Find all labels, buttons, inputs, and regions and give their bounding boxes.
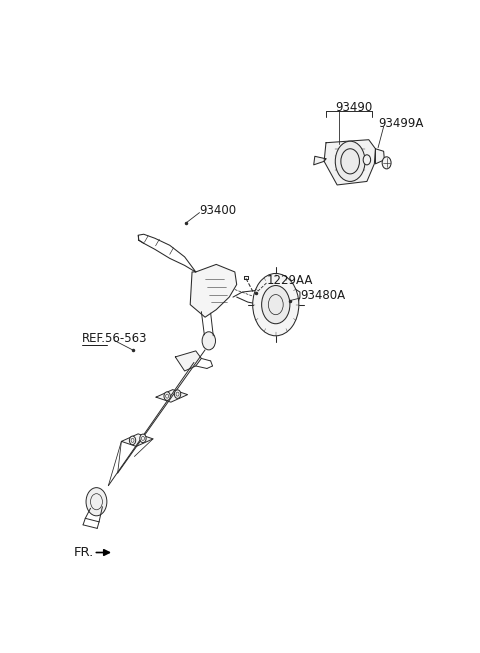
Circle shape [140,434,146,443]
Polygon shape [324,140,375,185]
Polygon shape [121,434,153,447]
Polygon shape [375,149,384,164]
Text: 1229AA: 1229AA [266,274,313,287]
Circle shape [164,392,170,400]
Text: REF.56-563: REF.56-563 [82,332,147,345]
Circle shape [86,488,107,516]
Polygon shape [175,351,202,371]
Circle shape [382,157,391,169]
Circle shape [174,390,180,398]
Text: 93480A: 93480A [300,289,345,302]
Circle shape [363,155,371,165]
Text: 93490: 93490 [335,101,372,114]
Text: FR.: FR. [74,545,95,558]
Circle shape [252,274,299,336]
Circle shape [335,141,365,182]
Polygon shape [190,264,237,317]
Polygon shape [314,156,326,165]
Circle shape [130,436,136,445]
Circle shape [202,332,216,350]
Text: 93400: 93400 [200,204,237,217]
Text: 93499A: 93499A [378,117,423,130]
Polygon shape [156,390,188,402]
Circle shape [262,285,290,324]
FancyBboxPatch shape [269,291,286,302]
